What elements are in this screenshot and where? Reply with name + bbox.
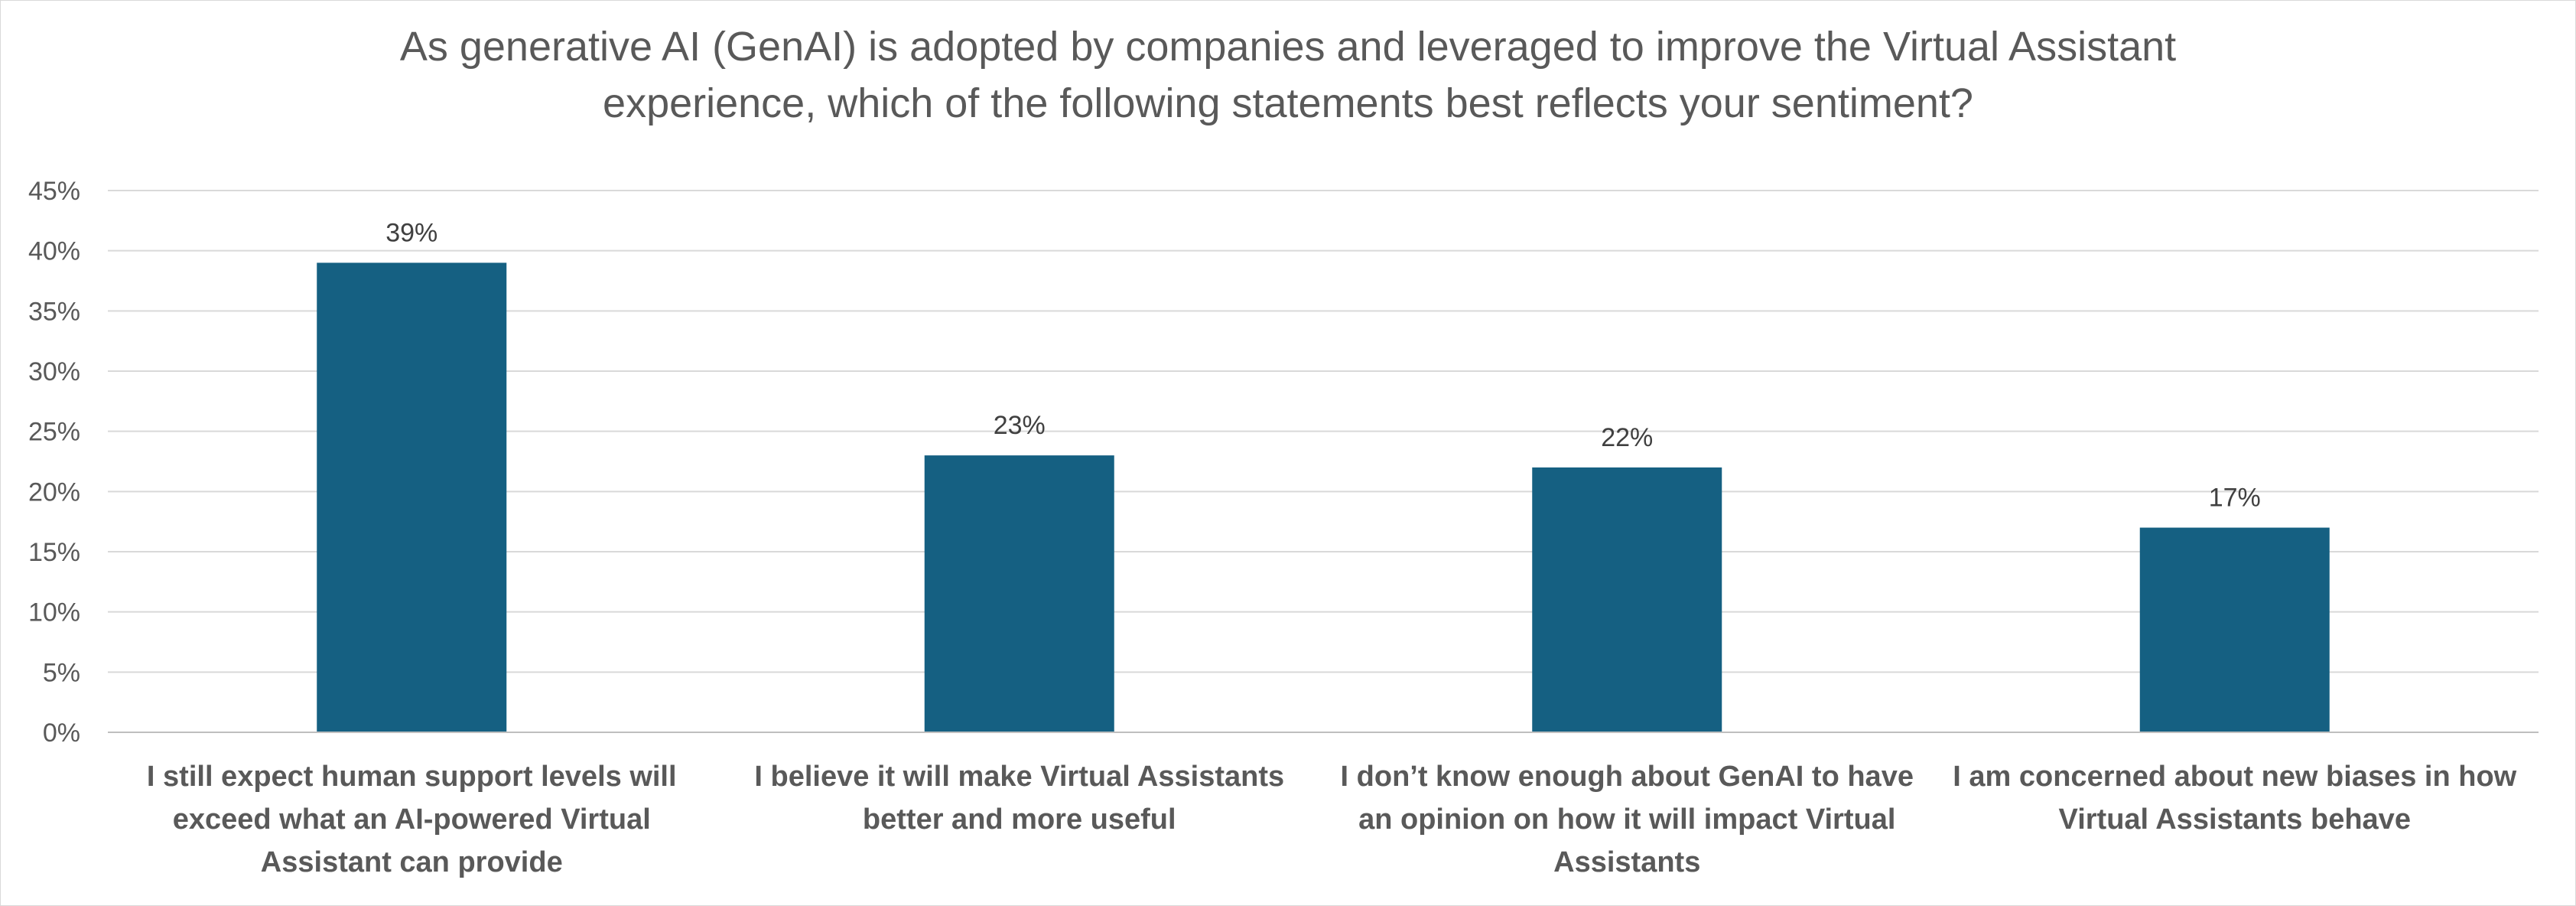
data-label: 17% [2209,484,2261,513]
bars [317,262,2330,732]
y-tick-label: 35% [28,297,80,326]
y-tick-label: 30% [28,357,80,386]
y-tick-label: 5% [43,658,80,687]
bar [2139,527,2330,732]
data-labels: 39% 23% 22% 17% [385,218,2261,512]
category-label: I don’t know enough about GenAI to have a… [1341,761,1914,878]
chart-title-line: experience, which of the following state… [603,80,1973,126]
gridlines [108,190,2539,673]
y-tick-label: 0% [43,719,80,748]
category-label: I am concerned about new biases in how Vi… [1953,761,2516,836]
y-tick-label: 10% [28,598,80,627]
chart-title-line: As generative AI (GenAI) is adopted by c… [400,24,2176,70]
y-tick-label: 15% [28,538,80,567]
y-tick-label: 45% [28,177,80,206]
y-axis-ticks: 0% 5% 10% 15% 20% 25% 30% 35% 40% 45% [28,177,80,748]
data-label: 22% [1601,423,1653,452]
chart-title: As generative AI (GenAI) is adopted by c… [400,24,2176,126]
data-label: 39% [385,218,437,247]
category-labels: I still expect human support levels will… [147,761,2517,878]
bar [317,262,507,732]
category-label: I believe it will make Virtual Assistant… [754,761,1284,836]
y-tick-label: 25% [28,418,80,447]
y-tick-label: 40% [28,237,80,266]
y-tick-label: 20% [28,477,80,507]
category-label: I still expect human support levels will… [147,761,677,878]
data-label: 23% [994,411,1046,440]
bar [1532,467,1722,732]
bar [924,455,1114,732]
